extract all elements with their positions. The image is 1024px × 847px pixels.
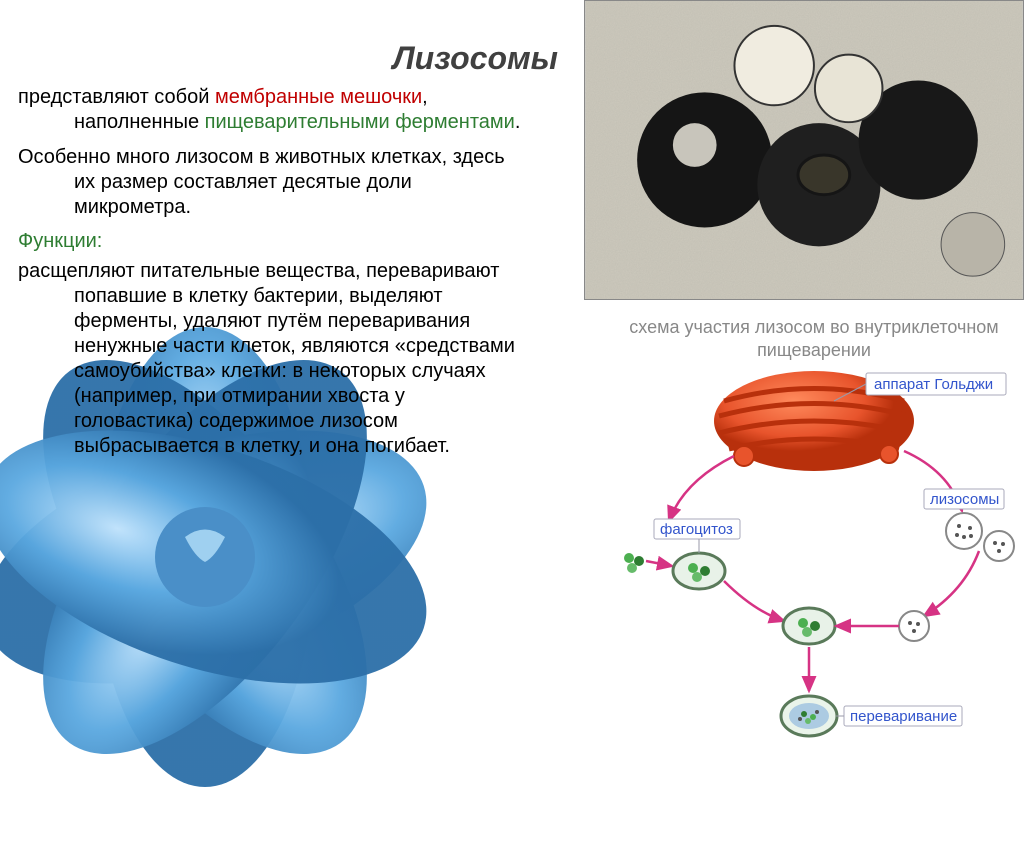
page-title: Лизосомы	[18, 40, 558, 77]
functions-heading: Функции:	[18, 230, 522, 253]
lysosome-diagram: схема участия лизосом во внутриклеточном…	[604, 300, 1024, 760]
diagram-caption: схема участия лизосом во внутриклеточном…	[604, 300, 1024, 371]
diagram-svg: аппарат Гольджи лизосомы	[604, 371, 1024, 751]
text-content: Лизосомы представляют собой мембранные м…	[0, 0, 540, 479]
label-lysosomes: лизосомы	[930, 491, 999, 508]
label-digestion: переваривание	[850, 708, 957, 725]
electron-micrograph	[584, 0, 1024, 300]
label-phagocytosis: фагоцитоз	[660, 521, 733, 538]
label-golgi: аппарат Гольджи	[874, 376, 993, 393]
para-occurrence: Особенно много лизосом в животных клетка…	[18, 145, 522, 220]
para-functions: расщепляют питательные вещества, перевар…	[18, 259, 522, 459]
para-definition: представляют собой мембранные мешочки, н…	[18, 85, 522, 135]
